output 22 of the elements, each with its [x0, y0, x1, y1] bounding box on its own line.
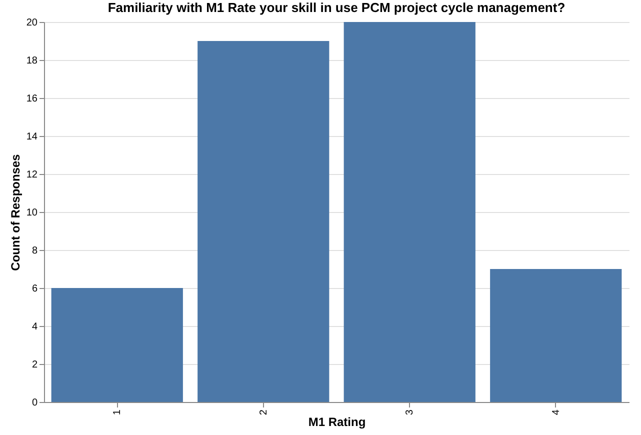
- y-tick-label: 18: [26, 56, 38, 66]
- y-tick-label: 10: [26, 208, 38, 218]
- bar: [490, 269, 622, 402]
- x-axis-title: M1 Rating: [308, 415, 366, 430]
- y-tick-label: 20: [26, 18, 38, 28]
- chart-title: Familiarity with M1 Rate your skill in use PCM project cycle management?: [108, 0, 566, 15]
- bar: [198, 41, 330, 402]
- y-tick-label: 0: [32, 398, 38, 408]
- x-tick-label: 2: [258, 409, 270, 416]
- y-tick-label: 6: [32, 284, 38, 294]
- y-tick-label: 4: [32, 322, 38, 332]
- x-tick-label: 3: [404, 409, 416, 416]
- y-tick-label: 8: [32, 246, 38, 256]
- y-tick-label: 14: [26, 132, 38, 142]
- bar: [344, 22, 476, 402]
- y-tick-label: 12: [26, 170, 38, 180]
- y-tick-label: 2: [32, 360, 38, 370]
- y-axis-title: Count of Responses: [8, 154, 22, 271]
- bar: [51, 288, 183, 402]
- x-tick-label: 4: [550, 409, 562, 416]
- x-tick-label: 1: [112, 409, 124, 416]
- y-tick-label: 16: [26, 94, 38, 104]
